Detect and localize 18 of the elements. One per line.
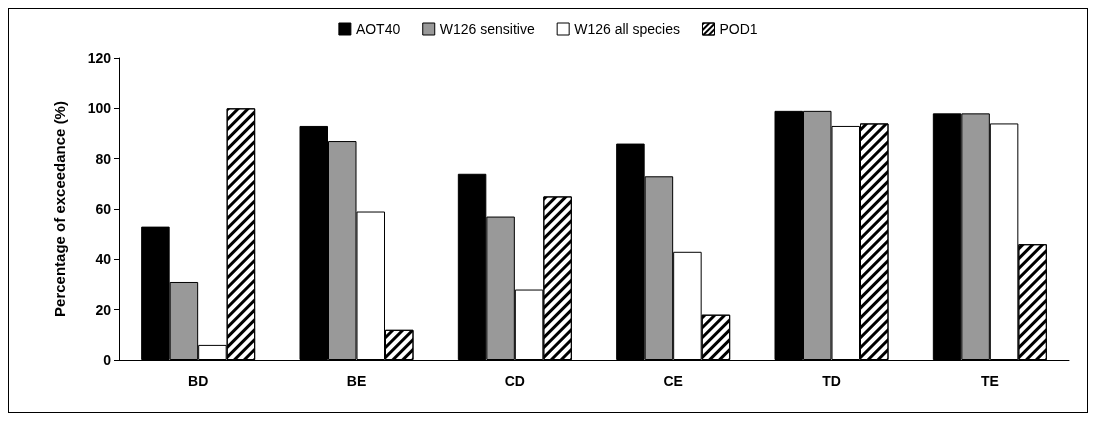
legend-label: W126 sensitive <box>439 21 535 37</box>
legend-label: POD1 <box>719 21 758 37</box>
legend-label: AOT40 <box>355 21 401 37</box>
x-tick-label: CE <box>663 373 683 389</box>
y-tick-label: 20 <box>95 301 112 318</box>
y-tick-label: 120 <box>87 50 112 66</box>
y-tick-label: 40 <box>95 251 112 268</box>
x-tick-label: TE <box>980 373 999 389</box>
x-tick-label: TD <box>822 373 841 389</box>
legend-label: W126 all species <box>574 21 680 37</box>
x-tick-label: CD <box>504 373 525 389</box>
y-axis-title: Percentage of exceedance (%) <box>51 101 68 317</box>
y-tick-label: 80 <box>95 150 112 167</box>
y-tick-label: 0 <box>103 352 112 368</box>
x-tick-label: BE <box>346 373 367 389</box>
y-tick-label: 60 <box>95 201 112 217</box>
x-tick-label: BD <box>188 373 209 389</box>
y-tick-label: 100 <box>87 100 112 117</box>
